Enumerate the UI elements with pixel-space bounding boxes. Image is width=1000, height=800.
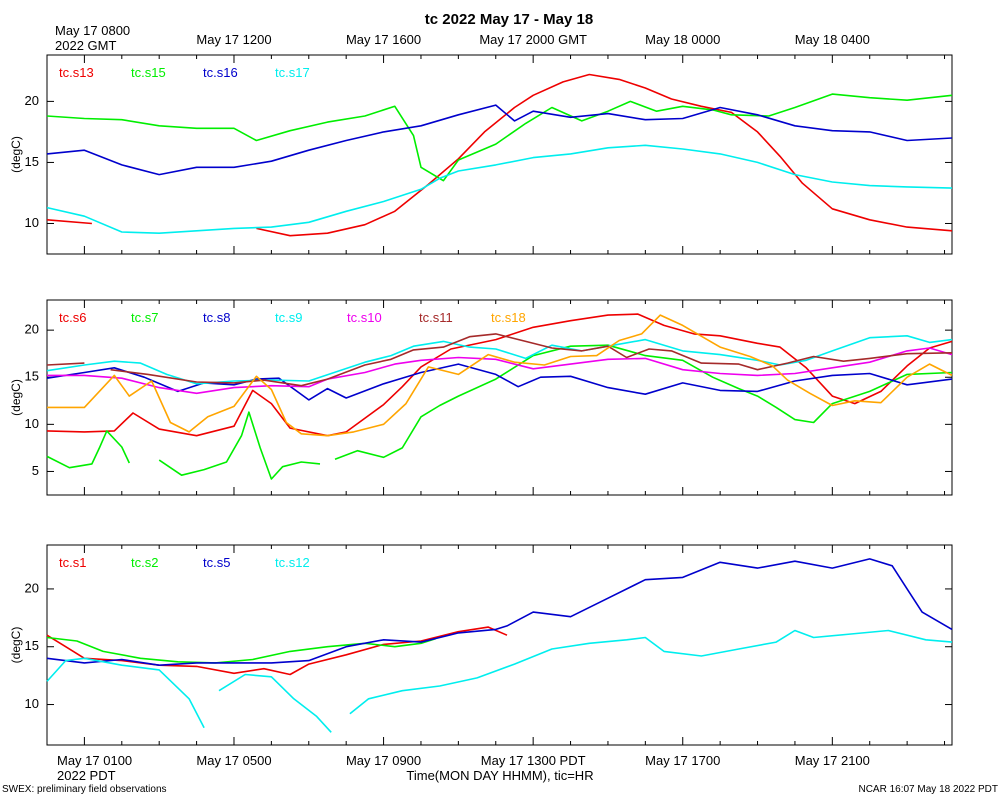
y-tick-label: 20 xyxy=(25,93,39,108)
bottom-tick-label: May 17 2100 xyxy=(795,753,870,768)
bottom-tick-label: May 17 0500 xyxy=(196,753,271,768)
y-axis-label: (degC) xyxy=(9,627,23,664)
top-axis-tick-labels: May 17 1200 May 17 1600 May 17 2000 GMT May… xyxy=(196,32,870,47)
series-line-tc-s9 xyxy=(46,335,953,385)
series-line-tc-s18 xyxy=(47,314,953,437)
series-line-tc-s12 xyxy=(46,629,953,733)
legend-tc-s15: tc.s15 xyxy=(131,65,166,80)
series-line-tc-s10 xyxy=(47,347,953,395)
bottom-tick-label: May 17 1700 xyxy=(645,753,720,768)
series-line-tc-s15 xyxy=(46,93,953,182)
series-line-tc-s17 xyxy=(46,144,953,234)
chart-title: tc 2022 May 17 - May 18 xyxy=(425,11,593,28)
footer-left: SWEX: preliminary field observations xyxy=(2,784,167,795)
legend-tc-s7: tc.s7 xyxy=(131,310,158,325)
gmt-start-label-line2: 2022 GMT xyxy=(55,38,116,53)
x-axis-label: Time(MON DAY HHMM), tic=HR xyxy=(406,768,593,783)
series-line-tc-s7 xyxy=(46,344,953,480)
series-line-tc-s13 xyxy=(46,73,953,237)
panel-bottom: 10 15 20 (degC) tc.s1 tc.s2 tc.s5 tc.s12 xyxy=(9,544,953,746)
legend-tc-s16: tc.s16 xyxy=(203,65,238,80)
panel-middle: 5 10 15 20 (degC) tc.s6 tc.s7 tc.s8 tc.s9 tc.s10 t… xyxy=(9,299,953,496)
y-tick-label: 20 xyxy=(25,322,39,337)
series-line-tc-s5 xyxy=(46,558,953,666)
y-axis-label: (degC) xyxy=(9,379,23,416)
y-axis-label: (degC) xyxy=(9,136,23,173)
top-tick-label: May 17 1600 xyxy=(346,32,421,47)
y-tick-label: 15 xyxy=(25,638,39,653)
bottom-tick-label: May 17 1300 PDT xyxy=(481,753,586,768)
legend-tc-s11: tc.s11 xyxy=(419,310,453,325)
y-tick-label: 10 xyxy=(25,416,39,431)
legend-tc-s1: tc.s1 xyxy=(59,555,86,570)
series-line-tc-s16 xyxy=(46,104,953,176)
legend-tc-s8: tc.s8 xyxy=(203,310,230,325)
pdt-start-label-line2: 2022 PDT xyxy=(57,768,116,783)
plot-frame xyxy=(46,54,953,255)
series-line-tc-s1 xyxy=(46,626,508,676)
legend-tc-s13: tc.s13 xyxy=(59,65,94,80)
legend-tc-s12: tc.s12 xyxy=(275,555,310,570)
y-tick-label: 10 xyxy=(25,696,39,711)
bottom-tick-label: May 17 0900 xyxy=(346,753,421,768)
top-tick-label: May 18 0400 xyxy=(795,32,870,47)
y-tick-label: 20 xyxy=(25,580,39,595)
top-tick-label: May 17 1200 xyxy=(196,32,271,47)
legend-tc-s9: tc.s9 xyxy=(275,310,302,325)
y-tick-label: 15 xyxy=(25,154,39,169)
series-line-tc-s11 xyxy=(46,333,953,387)
series-line-tc-s8 xyxy=(46,363,953,401)
gmt-start-label-line1: May 17 0800 xyxy=(55,23,130,38)
footer-right: NCAR 16:07 May 18 2022 PDT xyxy=(858,784,998,795)
legend-tc-s17: tc.s17 xyxy=(275,65,310,80)
panel-top: 10 15 20 (degC) tc.s13 tc.s15 tc.s16 tc.s17 xyxy=(9,54,953,255)
series-line-tc-s2 xyxy=(46,636,437,664)
legend-tc-s5: tc.s5 xyxy=(203,555,230,570)
legend-tc-s10: tc.s10 xyxy=(347,310,382,325)
legend-tc-s6: tc.s6 xyxy=(59,310,86,325)
pdt-start-label-line1: May 17 0100 xyxy=(57,753,132,768)
legend-tc-s2: tc.s2 xyxy=(131,555,158,570)
bottom-axis-tick-labels: May 17 0500 May 17 0900 May 17 1300 PDT May… xyxy=(196,753,870,768)
plot-frame xyxy=(46,544,953,746)
legend-tc-s18: tc.s18 xyxy=(491,310,526,325)
top-tick-label: May 18 0000 xyxy=(645,32,720,47)
series-line-tc-s6 xyxy=(46,313,953,437)
y-tick-label: 5 xyxy=(32,463,39,478)
y-tick-label: 15 xyxy=(25,369,39,384)
plot-frame xyxy=(46,299,953,496)
y-tick-label: 10 xyxy=(25,215,39,230)
top-tick-label: May 17 2000 GMT xyxy=(479,32,587,47)
